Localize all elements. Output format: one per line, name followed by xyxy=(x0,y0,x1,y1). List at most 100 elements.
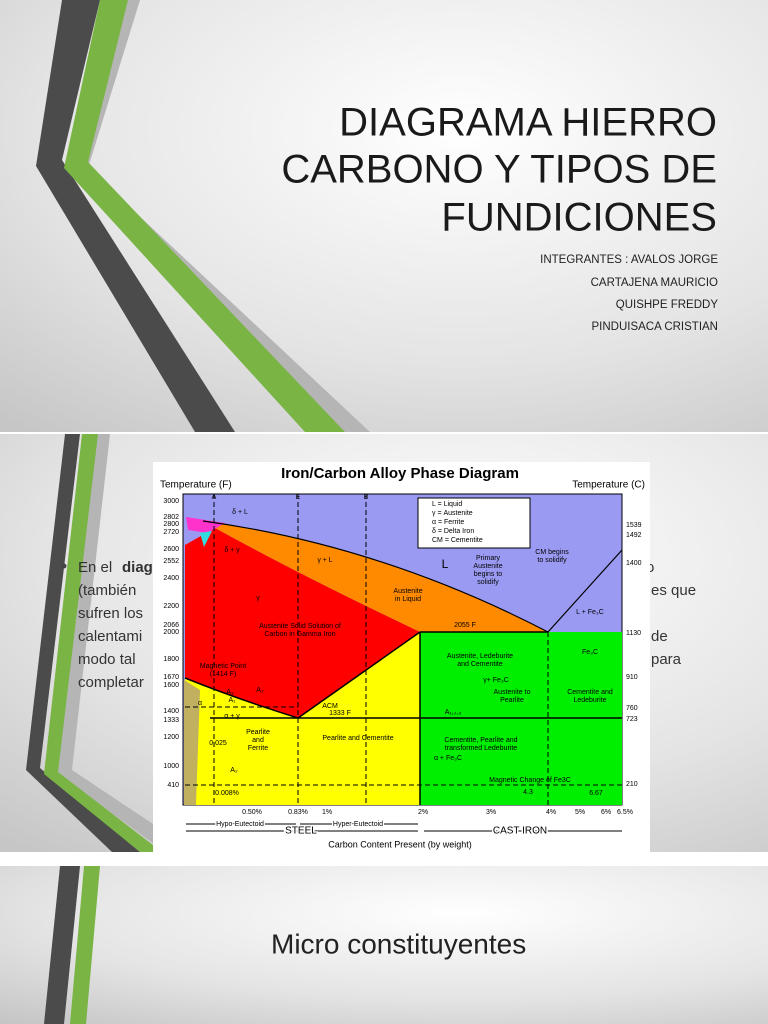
legend-entry: γ = Austenite xyxy=(432,510,473,517)
y-tick-label: 2720 xyxy=(163,529,179,536)
body-text: para xyxy=(651,651,682,668)
stripe xyxy=(55,434,195,852)
region-label: A₁ xyxy=(228,697,236,704)
y2-tick-label: 1539 xyxy=(626,522,642,529)
y-tick-label: 2802 xyxy=(163,514,179,521)
body-text: o xyxy=(646,559,654,576)
region-label: (1414 F) xyxy=(210,671,236,678)
y2-tick-label: 1492 xyxy=(626,532,642,539)
region-label: A₂ xyxy=(230,767,238,774)
y2-tick-label: 1400 xyxy=(626,560,642,567)
y2-tick-label: 1130 xyxy=(626,630,641,637)
y2-tick-label: 910 xyxy=(626,674,638,681)
top-letter: A xyxy=(212,494,217,501)
slide-title: DIAGRAMA HIERRO xyxy=(339,101,717,145)
region-label: Magnetic Change of Fe3C xyxy=(489,777,571,784)
region-label: L xyxy=(442,557,449,571)
stripe xyxy=(36,0,235,432)
region-ferrite xyxy=(184,680,200,805)
page-gap xyxy=(0,852,768,866)
member-name: INTEGRANTES : AVALOS JORGE xyxy=(540,254,718,266)
phase-diagram: Iron/Carbon Alloy Phase Diagram Temperatu… xyxy=(153,462,650,853)
range-label: Hypo-Eutectoid xyxy=(216,821,264,828)
region-label: Fe₃C xyxy=(582,649,598,656)
region-label: and Cementite xyxy=(457,661,503,668)
region-label: Pearlite xyxy=(246,729,270,736)
region-label: ACM xyxy=(322,703,338,710)
slide-title: FUNDICIONES xyxy=(441,196,717,240)
region-label: 0.025 xyxy=(209,740,227,747)
body-text: completar xyxy=(78,674,144,691)
phase-lines xyxy=(184,631,622,805)
y-tick-label: 1200 xyxy=(163,734,179,741)
top-letter: E xyxy=(296,494,301,501)
region-label: in Liquid xyxy=(395,596,421,603)
body-text: diag xyxy=(122,559,153,576)
legend-entry: α = Ferrite xyxy=(432,519,464,526)
body-text: es que xyxy=(651,582,696,599)
slide-background xyxy=(0,866,768,1024)
slide-title: CARBONO Y TIPOS DE xyxy=(281,148,717,192)
y-tick-label: 2400 xyxy=(163,575,179,582)
x-tick-label: 6.5% xyxy=(617,809,633,816)
y2-tick-label: 210 xyxy=(626,781,638,788)
region-label: Austenite, Ledeburite xyxy=(447,653,513,660)
region-label: δ + L xyxy=(232,509,248,516)
dashed-lines xyxy=(185,494,622,805)
x-tick-label: 0.50% xyxy=(242,809,262,816)
region-label: γ + L xyxy=(317,557,332,564)
region-label: Primary xyxy=(476,555,501,562)
x-tick-label: 3% xyxy=(486,809,496,816)
slide xyxy=(0,0,768,432)
y-tick-label: 1400 xyxy=(163,708,179,715)
stripe xyxy=(44,434,162,852)
region-label: Austenite xyxy=(473,563,502,570)
slide-title: Micro constituyentes xyxy=(271,928,526,959)
figure-title: Iron/Carbon Alloy Phase Diagram xyxy=(281,465,519,482)
range-brackets xyxy=(186,823,622,832)
region-label: 4.3 xyxy=(523,789,533,796)
legend-box xyxy=(417,497,531,549)
y2-tick-label: 760 xyxy=(626,705,638,712)
y-tick-label: 2800 xyxy=(163,521,179,528)
y-tick-label: 2000 xyxy=(163,629,179,636)
region-delta-gamma xyxy=(200,531,212,547)
region-label: to solidify xyxy=(537,557,567,564)
region-label: Ferrite xyxy=(248,745,268,752)
region-label: α + Fe₃C xyxy=(434,755,462,762)
x-tick-label: 2% xyxy=(418,809,428,816)
body-text: calentami xyxy=(78,628,142,645)
x-tick-label: 6% xyxy=(601,809,611,816)
y-tick-label: 2200 xyxy=(163,603,179,610)
axis-label: Temperature (F) xyxy=(160,480,232,491)
stripe xyxy=(64,0,345,432)
region-label: solidify xyxy=(477,579,499,586)
axis-label: Temperature (C) xyxy=(572,480,645,491)
y-tick-label: 2066 xyxy=(163,622,179,629)
region-label: CM begins xyxy=(535,549,569,556)
region-label: L + Fe₃C xyxy=(576,609,604,616)
region-label: γ xyxy=(256,595,260,602)
region-label: α xyxy=(198,700,202,707)
legend-entry: L = Liquid xyxy=(432,501,462,508)
region-label: Austenite xyxy=(393,588,422,595)
region-label: 0.008% xyxy=(215,790,239,797)
stripe xyxy=(26,434,140,852)
region-label: δ + γ xyxy=(224,547,240,554)
y-tick-label: 2600 xyxy=(163,546,179,553)
legend-entry: CM = Cementite xyxy=(432,537,483,544)
region-label: Magnetic Point xyxy=(200,663,246,670)
slide xyxy=(0,866,768,1024)
y-tick-label: 410 xyxy=(167,782,179,789)
region-label: γ+ Fe₃C xyxy=(483,677,509,684)
region-label: A₃ xyxy=(226,689,234,696)
region-label: Pearlite xyxy=(500,697,524,704)
region-label: Cementite and xyxy=(567,689,613,696)
liquidus xyxy=(202,520,623,633)
region-label: α + γ xyxy=(224,713,240,720)
member-name: QUISHPE FREDDY xyxy=(616,299,719,311)
region-gamma-liquid xyxy=(203,521,548,632)
bullet xyxy=(61,563,67,569)
y-tick-label: 1333 xyxy=(163,717,179,724)
y-tick-label: 3000 xyxy=(163,498,179,505)
